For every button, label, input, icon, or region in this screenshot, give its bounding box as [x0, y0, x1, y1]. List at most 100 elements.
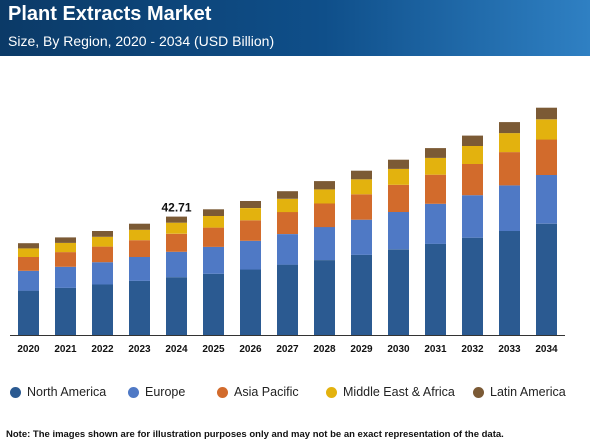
bar-segment-2028-latin-america	[314, 181, 335, 190]
bar-segment-2024-north-america	[166, 277, 187, 335]
bar-segment-2034-asia-pacific	[536, 139, 557, 175]
x-tick-label-2022: 2022	[91, 344, 114, 355]
legend-item-latin-america: Latin America	[473, 385, 566, 399]
bar-segment-2022-middle-east-africa	[92, 236, 113, 247]
bar-segment-2024-asia-pacific	[166, 233, 187, 252]
legend-label: Latin America	[490, 385, 566, 399]
bar-segment-2020-middle-east-africa	[18, 248, 39, 257]
bar-segment-2026-north-america	[240, 269, 261, 335]
bar-segment-2033-latin-america	[499, 122, 520, 134]
bar-segment-2026-asia-pacific	[240, 220, 261, 241]
bar-segment-2031-asia-pacific	[425, 174, 446, 204]
bar-segment-2030-asia-pacific	[388, 184, 409, 212]
bar-segment-2021-europe	[55, 266, 76, 288]
legend-item-europe: Europe	[128, 385, 185, 399]
bar-segment-2033-north-america	[499, 231, 520, 335]
bar-segment-2031-middle-east-africa	[425, 157, 446, 175]
bar-segment-2022-asia-pacific	[92, 246, 113, 263]
bar-segment-2029-latin-america	[351, 170, 372, 180]
bar-segment-2023-latin-america	[129, 223, 150, 230]
bar-segment-2025-asia-pacific	[203, 227, 224, 247]
bar-segment-2030-middle-east-africa	[388, 168, 409, 185]
bar-segment-2030-north-america	[388, 249, 409, 335]
bar-segment-2032-europe	[462, 195, 483, 238]
x-tick-label-2032: 2032	[461, 344, 484, 355]
bar-segment-2027-north-america	[277, 264, 298, 335]
x-tick-label-2031: 2031	[424, 344, 447, 355]
bar-segment-2026-europe	[240, 240, 261, 270]
bar-segment-2021-north-america	[55, 287, 76, 335]
data-label-2024: 42.71	[161, 201, 191, 215]
bar-segment-2021-asia-pacific	[55, 252, 76, 267]
bar-segment-2032-north-america	[462, 237, 483, 335]
bar-segment-2023-europe	[129, 257, 150, 281]
bar-segment-2027-latin-america	[277, 191, 298, 199]
bar-segment-2026-latin-america	[240, 201, 261, 208]
bar-segment-2024-middle-east-africa	[166, 222, 187, 234]
bar-segment-2034-latin-america	[536, 107, 557, 120]
bar-segment-2027-europe	[277, 234, 298, 265]
legend-item-middle-east-africa: Middle East & Africa	[326, 385, 455, 399]
bar-segment-2023-middle-east-africa	[129, 229, 150, 241]
bar-segment-2023-north-america	[129, 280, 150, 335]
x-tick-label-2021: 2021	[54, 344, 77, 355]
bar-segment-2034-north-america	[536, 223, 557, 335]
legend-dot-icon	[128, 386, 139, 398]
bar-segment-2029-north-america	[351, 254, 372, 335]
bar-segment-2031-europe	[425, 203, 446, 244]
x-tick-label-2023: 2023	[128, 344, 151, 355]
x-tick-label-2033: 2033	[498, 344, 521, 355]
bar-segment-2028-north-america	[314, 260, 335, 335]
bar-segment-2020-europe	[18, 270, 39, 291]
bar-segment-2024-latin-america	[166, 216, 187, 223]
bar-segment-2022-latin-america	[92, 231, 113, 237]
bar-segment-2028-asia-pacific	[314, 203, 335, 228]
x-tick-label-2030: 2030	[387, 344, 410, 355]
bar-segment-2030-europe	[388, 212, 409, 250]
x-tick-label-2020: 2020	[17, 344, 40, 355]
bar-segment-2033-middle-east-africa	[499, 133, 520, 153]
disclaimer-note: Note: The images shown are for illustrat…	[6, 429, 504, 440]
bar-segment-2025-europe	[203, 246, 224, 274]
bar-segment-2029-middle-east-africa	[351, 179, 372, 195]
bar-segment-2022-north-america	[92, 284, 113, 335]
bar-segment-2025-middle-east-africa	[203, 216, 224, 228]
x-tick-label-2034: 2034	[535, 344, 558, 355]
x-tick-label-2026: 2026	[239, 344, 262, 355]
legend-item-asia-pacific: Asia Pacific	[217, 385, 299, 399]
bar-segment-2027-asia-pacific	[277, 212, 298, 234]
bar-segment-2032-latin-america	[462, 135, 483, 146]
legend-label: Europe	[145, 385, 186, 399]
legend-dot-icon	[10, 386, 21, 398]
chart-header: Plant Extracts Market Size, By Region, 2…	[0, 0, 590, 56]
bar-segment-2027-middle-east-africa	[277, 198, 298, 213]
bar-segment-2022-europe	[92, 262, 113, 285]
bar-segment-2029-asia-pacific	[351, 194, 372, 220]
bar-segment-2025-latin-america	[203, 209, 224, 216]
bar-segment-2030-latin-america	[388, 159, 409, 169]
x-tick-label-2024: 2024	[165, 344, 188, 355]
bar-segment-2031-north-america	[425, 243, 446, 335]
bar-segment-2034-middle-east-africa	[536, 119, 557, 140]
chart-subtitle: Size, By Region, 2020 - 2034 (USD Billio…	[8, 33, 275, 49]
legend-label: Asia Pacific	[234, 385, 299, 399]
legend-label: Middle East & Africa	[343, 385, 455, 399]
bar-segment-2034-europe	[536, 175, 557, 224]
legend-item-north-america: North America	[10, 385, 106, 399]
bar-segment-2024-europe	[166, 251, 187, 278]
bar-segment-2020-latin-america	[18, 243, 39, 249]
legend-dot-icon	[473, 386, 484, 398]
bar-segment-2033-asia-pacific	[499, 152, 520, 186]
chart-legend: North America Europe Asia Pacific Middle Ea…	[10, 385, 585, 405]
x-tick-label-2025: 2025	[202, 344, 225, 355]
bar-segment-2031-latin-america	[425, 148, 446, 158]
bar-segment-2020-north-america	[18, 290, 39, 335]
bar-segment-2028-middle-east-africa	[314, 189, 335, 204]
bar-segment-2021-middle-east-africa	[55, 242, 76, 253]
bar-segment-2032-asia-pacific	[462, 164, 483, 196]
bar-segment-2028-europe	[314, 227, 335, 260]
legend-dot-icon	[217, 386, 228, 398]
bar-segment-2029-europe	[351, 219, 372, 255]
x-tick-label-2028: 2028	[313, 344, 336, 355]
stacked-bar-chart: 2020 2021 2022 2023 2024 42.71 2025 2026 2027 202…	[10, 107, 565, 355]
